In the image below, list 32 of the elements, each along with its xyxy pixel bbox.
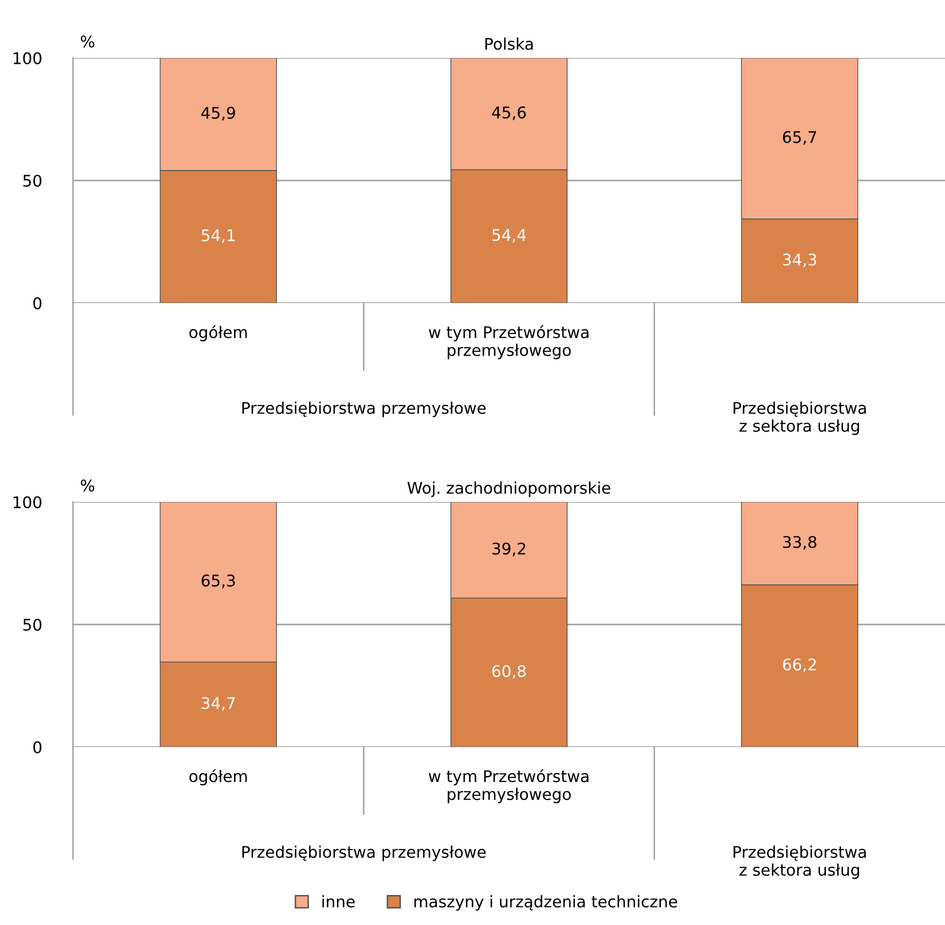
data-label: 60,8 xyxy=(492,665,526,679)
data-label: 34,3 xyxy=(783,254,816,268)
legend-label: inne xyxy=(322,895,355,908)
data-label: 65,3 xyxy=(202,574,235,588)
data-label: 45,9 xyxy=(201,106,235,120)
y-tick-label: 50 xyxy=(23,618,42,631)
x-tick-label: w tym Przetwórstwa przemysłowego xyxy=(428,325,588,360)
chart-title: Polska xyxy=(485,38,533,50)
y-axis-title: % xyxy=(80,479,94,492)
data-label: 66,2 xyxy=(783,658,816,672)
data-label: 45,6 xyxy=(492,106,526,120)
legend-label: maszyny i urządzenia techniczne xyxy=(414,895,678,911)
y-tick-label: 100 xyxy=(14,496,42,508)
text: Przedsiębiorstwa przemysłowe xyxy=(242,846,486,862)
text: Przedsiębiorstwa z sektora usług xyxy=(734,846,866,879)
text: Przedsiębiorstwa przemysłowe xyxy=(242,402,486,418)
x-tick-label: ogółem xyxy=(189,769,247,786)
data-label: 54,4 xyxy=(492,229,526,243)
y-tick-label: 0 xyxy=(33,741,42,754)
y-tick-label: 0 xyxy=(33,297,42,310)
data-label: 33,8 xyxy=(783,536,816,550)
y-tick-label: 50 xyxy=(23,174,42,187)
y-tick-label: 100 xyxy=(14,52,42,64)
data-label: 65,7 xyxy=(783,131,816,145)
data-label: 34,7 xyxy=(202,697,235,711)
text: Przedsiębiorstwa z sektora usług xyxy=(734,402,866,435)
y-axis-title: % xyxy=(80,35,94,48)
x-tick-label: ogółem xyxy=(189,325,247,342)
data-label: 54,1 xyxy=(202,229,235,243)
data-label: 39,2 xyxy=(492,542,526,556)
chart-title: Woj. zachodniopomorskie xyxy=(407,482,610,497)
x-tick-label: w tym Przetwórstwa przemysłowego xyxy=(428,769,588,804)
